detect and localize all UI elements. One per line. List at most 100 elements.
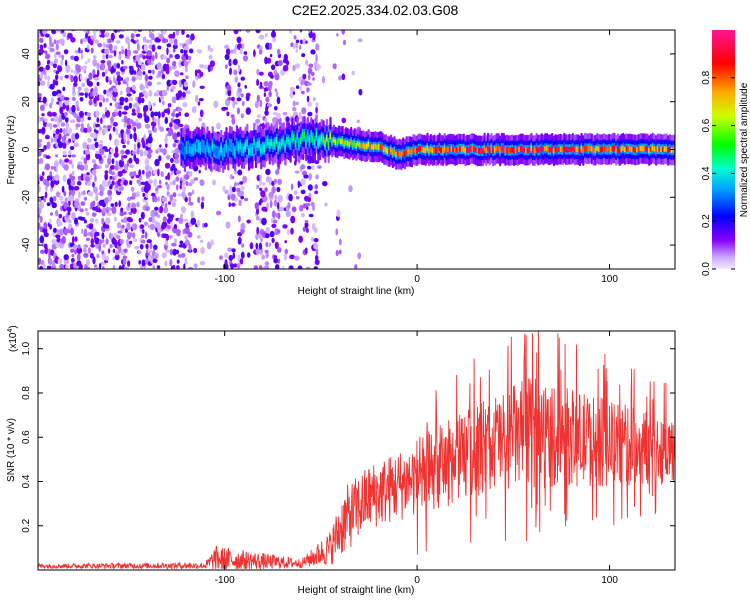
spectrogram-ridge-cell	[279, 141, 282, 149]
spectrogram-noise-cell	[228, 202, 231, 208]
spectrogram-ridge-cell	[410, 149, 413, 155]
spectrogram-noise-cell	[71, 154, 77, 158]
spectrogram-noise-cell	[38, 115, 42, 123]
spectrogram-noise-cell	[164, 260, 168, 267]
spectrogram-noise-cell	[131, 202, 137, 209]
spectrogram-noise-cell	[278, 206, 285, 212]
spectrogram-noise-cell	[132, 170, 137, 177]
spectrogram-noise-cell	[274, 241, 279, 250]
spectrogram-noise-cell	[131, 150, 137, 155]
spectrogram-noise-cell	[145, 201, 149, 208]
spectrogram-noise-cell	[49, 122, 53, 130]
spectrogram-noise-cell	[258, 242, 263, 250]
spectrogram-noise-cell	[180, 48, 184, 54]
spectrogram-noise-cell	[165, 142, 168, 148]
spectrogram-ridge-cell	[448, 146, 452, 152]
spectrogram-noise-cell	[264, 261, 270, 266]
spectrogram-noise-cell	[98, 244, 102, 252]
spectrogram-noise-cell	[153, 252, 159, 259]
spectrogram-ridge-cell	[661, 146, 665, 153]
spectrogram-noise-cell	[264, 87, 269, 92]
spectrogram-ridge-cell	[303, 131, 306, 139]
spectrogram-ridge-cell	[258, 140, 261, 148]
spectrogram-ridge-cell	[526, 147, 529, 154]
spectrogram-noise-cell	[277, 258, 281, 264]
spectrogram-noise-cell	[273, 257, 279, 264]
spectrogram-noise-cell	[102, 207, 107, 213]
spectrogram-noise-cell	[120, 129, 125, 136]
spectrogram-noise-cell	[171, 201, 176, 207]
spectrogram-noise-cell	[335, 249, 339, 257]
spectrogram-noise-cell	[148, 166, 153, 172]
spectrogram-noise-cell	[80, 173, 84, 181]
y-tick-label: -40	[21, 237, 32, 252]
spectrogram-noise-cell	[39, 117, 45, 122]
spectrogram-noise-cell	[88, 223, 94, 230]
spectrogram-noise-cell	[137, 69, 143, 76]
spectrogram-noise-cell	[113, 138, 120, 147]
spectrogram-noise-cell	[245, 30, 251, 33]
spectrogram-noise-cell	[169, 235, 173, 239]
spectrogram-noise-cell	[141, 259, 146, 267]
spectrogram-noise-cell	[123, 266, 129, 269]
spectrogram-ridge-cell	[409, 148, 412, 155]
spectrogram-noise-cell	[91, 212, 97, 218]
spectrogram-noise-cell	[49, 212, 54, 216]
spectrogram-noise-cell	[170, 117, 174, 124]
spectrogram-noise-cell	[308, 192, 312, 198]
spectrogram-noise-cell	[39, 104, 45, 112]
spectrogram-noise-cell	[57, 141, 63, 149]
spectrogram-noise-cell	[93, 163, 98, 170]
spectrogram-noise-cell	[164, 202, 168, 208]
spectrogram-noise-cell	[44, 134, 50, 140]
spectrogram-ridge-cell	[377, 144, 381, 150]
spectrogram-ridge-cell	[545, 145, 549, 152]
spectrogram-noise-cell	[236, 187, 241, 193]
spectrogram-noise-cell	[80, 38, 83, 45]
spectrogram-noise-cell	[174, 152, 180, 160]
spectrogram-noise-cell	[142, 55, 146, 60]
spectrogram-noise-cell	[164, 162, 171, 169]
spectrogram-noise-cell	[108, 193, 113, 202]
spectrogram-noise-cell	[190, 33, 195, 41]
spectrogram-noise-cell	[120, 149, 125, 155]
spectrogram-ridge-cell	[436, 147, 439, 153]
spectrogram-noise-cell	[80, 74, 83, 81]
spectrogram-noise-cell	[128, 157, 133, 164]
spectrogram-ridge-cell	[308, 137, 311, 145]
spectrogram-noise-cell	[206, 241, 212, 250]
spectrogram-noise-cell	[169, 194, 174, 202]
spectrogram-noise-cell	[84, 61, 88, 65]
spectrogram-noise-cell	[170, 220, 173, 228]
spectrogram-noise-cell	[336, 33, 339, 37]
spectrogram-noise-cell	[304, 221, 309, 229]
spectrogram-ridge-cell	[241, 146, 244, 154]
spectrogram-noise-cell	[155, 187, 159, 191]
spectrogram-ridge-cell	[667, 147, 670, 154]
spectrogram-noise-cell	[222, 185, 226, 192]
spectrogram-noise-cell	[116, 71, 121, 76]
spectrogram-ridge-cell	[365, 143, 368, 150]
spectrogram-noise-cell	[342, 39, 347, 46]
spectrogram-noise-cell	[301, 53, 306, 58]
spectrogram-noise-cell	[306, 206, 309, 211]
spectrogram-ridge-cell	[417, 146, 420, 152]
spectrogram-noise-cell	[112, 90, 118, 98]
spectrogram-ridge-cell	[275, 136, 278, 144]
spectrogram-noise-cell	[134, 245, 140, 250]
spectrogram-noise-cell	[276, 96, 281, 105]
spectrogram-noise-cell	[133, 238, 138, 243]
spectrogram-noise-cell	[230, 114, 235, 119]
spectrogram-ridge-cell	[416, 147, 419, 154]
spectrogram-noise-cell	[137, 60, 142, 66]
spectrogram-noise-cell	[107, 212, 112, 216]
spectrogram-noise-cell	[187, 192, 193, 197]
spectrogram-noise-cell	[167, 103, 172, 108]
spectrogram-noise-cell	[63, 191, 67, 197]
spectrogram-noise-cell	[104, 32, 110, 38]
spectrogram-ridge-cell	[519, 145, 523, 152]
spectrogram-ridge-cell	[450, 146, 453, 152]
spectrogram-noise-cell	[193, 263, 198, 269]
spectrogram-noise-cell	[289, 254, 295, 260]
spectrogram-noise-cell	[73, 75, 78, 84]
